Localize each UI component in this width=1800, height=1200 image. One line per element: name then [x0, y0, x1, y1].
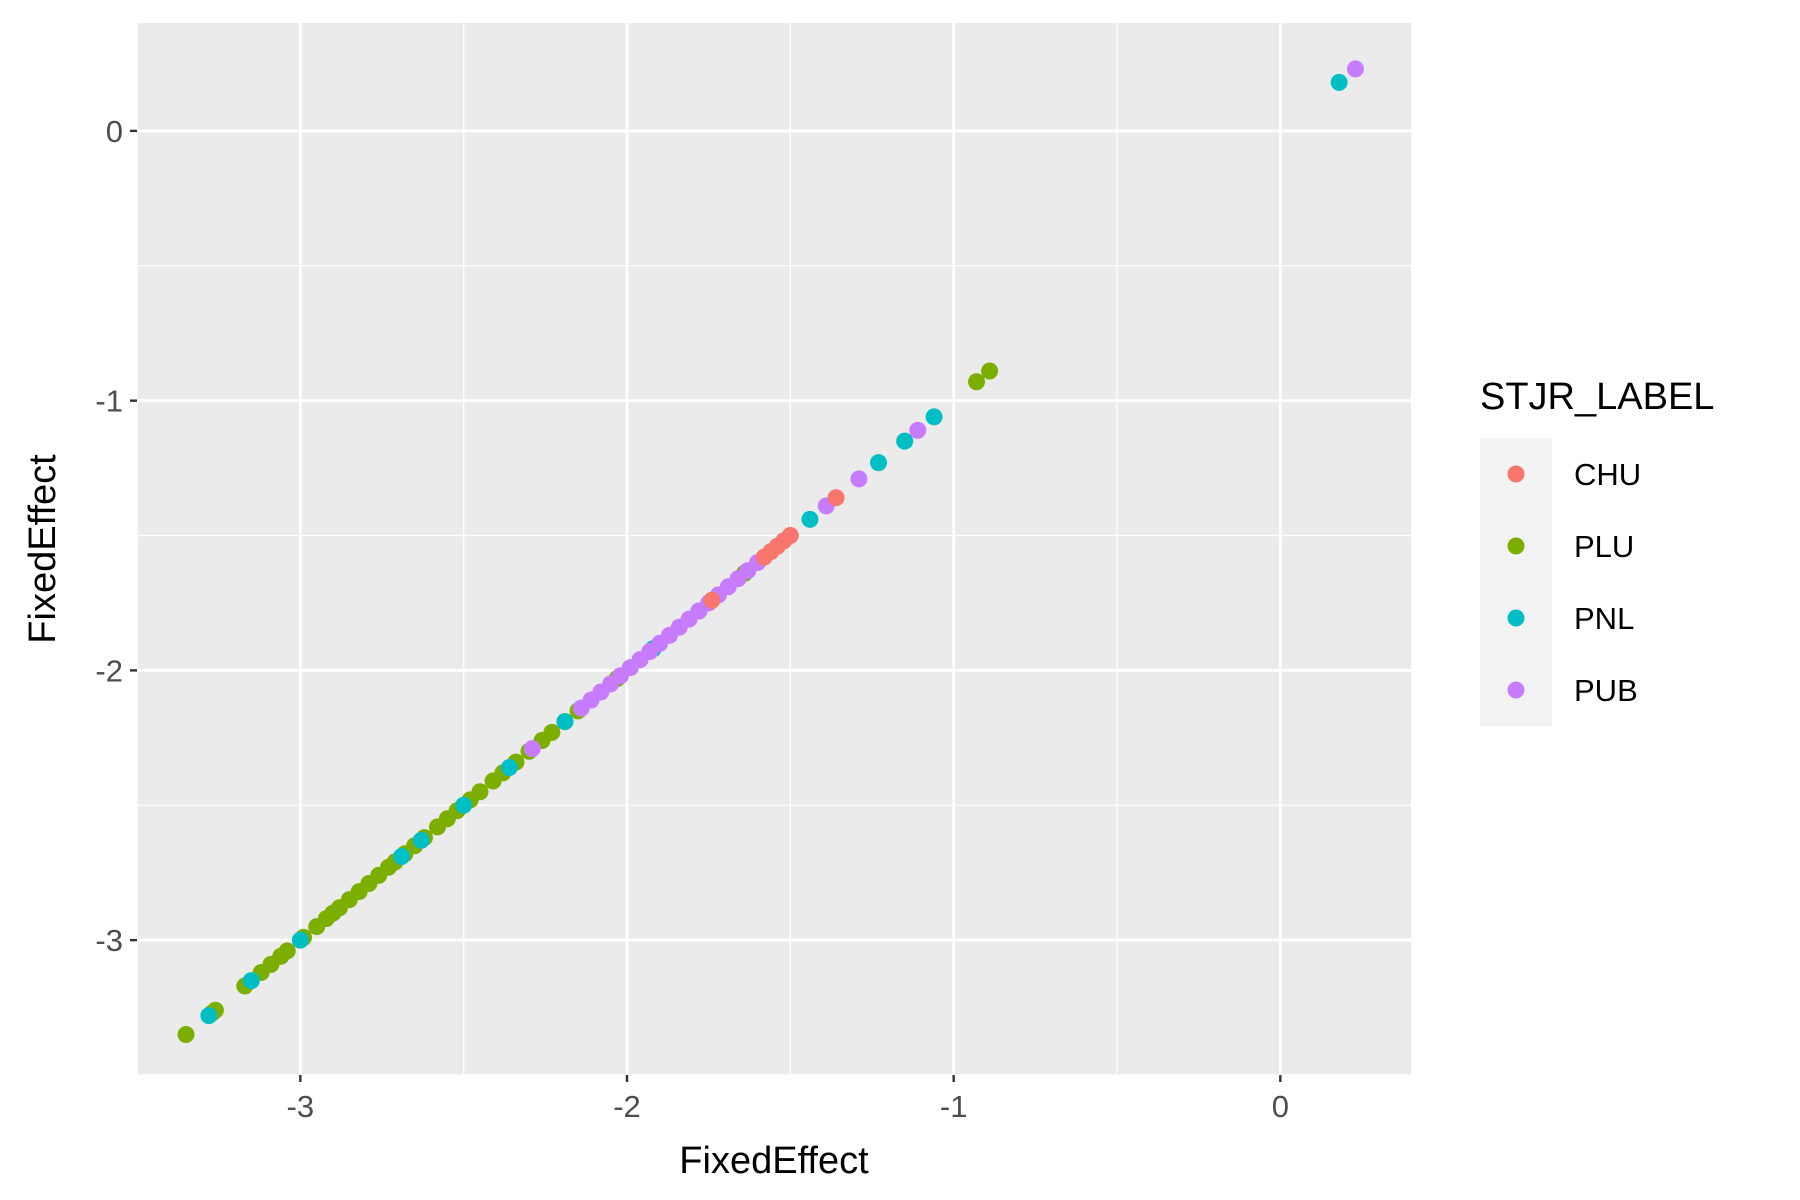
grid-minor-lines	[136, 23, 1411, 1076]
data-point	[471, 783, 489, 801]
data-point	[556, 713, 574, 731]
x-axis: -3 -2 -1 0	[287, 1075, 1289, 1124]
data-point	[703, 591, 721, 609]
legend-label-pnl: PNL	[1574, 601, 1634, 636]
data-point	[278, 942, 296, 960]
x-axis-title: FixedEffect	[679, 1140, 869, 1182]
legend-key-pub	[1507, 681, 1525, 699]
data-point	[200, 1007, 218, 1025]
data-point	[455, 796, 473, 814]
series-chu	[703, 489, 845, 609]
data-point	[909, 421, 927, 439]
data-point	[870, 454, 888, 472]
data-point	[291, 931, 309, 949]
legend-label-plu: PLU	[1574, 529, 1634, 564]
data-point	[242, 972, 260, 990]
data-point	[412, 831, 430, 849]
legend: STJR_LABEL CHU PLU PNL PUB	[1480, 376, 1714, 726]
legend-key-plu	[1507, 537, 1525, 555]
y-tick-label: -1	[95, 384, 123, 419]
data-point	[523, 740, 541, 758]
x-tick-label: -1	[940, 1089, 968, 1124]
data-point	[981, 362, 999, 380]
x-tick-label: -3	[287, 1089, 315, 1124]
legend-key-background	[1480, 438, 1552, 726]
y-axis: 0 -1 -2 -3	[95, 114, 137, 958]
grid-major-lines	[137, 23, 1411, 1075]
x-tick-label: 0	[1272, 1089, 1289, 1124]
data-points	[177, 60, 1364, 1044]
data-point	[1346, 60, 1364, 78]
data-point	[827, 489, 845, 507]
data-point	[543, 723, 561, 741]
y-tick-label: -3	[95, 923, 123, 958]
data-point	[896, 432, 914, 450]
legend-key-pnl	[1507, 609, 1525, 627]
y-axis-title: FixedEffect	[22, 454, 64, 644]
legend-label-pub: PUB	[1574, 673, 1638, 708]
legend-title: STJR_LABEL	[1480, 376, 1714, 418]
data-point	[925, 408, 943, 426]
legend-key-chu	[1507, 465, 1525, 483]
data-point	[500, 758, 518, 776]
legend-label-chu: CHU	[1574, 457, 1641, 492]
data-point	[1330, 73, 1348, 91]
data-point	[177, 1026, 195, 1044]
data-point	[968, 373, 986, 391]
y-tick-label: 0	[106, 114, 123, 149]
data-point	[781, 527, 799, 545]
data-point	[850, 470, 868, 488]
data-point	[393, 848, 411, 866]
y-tick-label: -2	[95, 653, 123, 688]
data-point	[801, 510, 819, 528]
x-tick-label: -2	[613, 1089, 641, 1124]
